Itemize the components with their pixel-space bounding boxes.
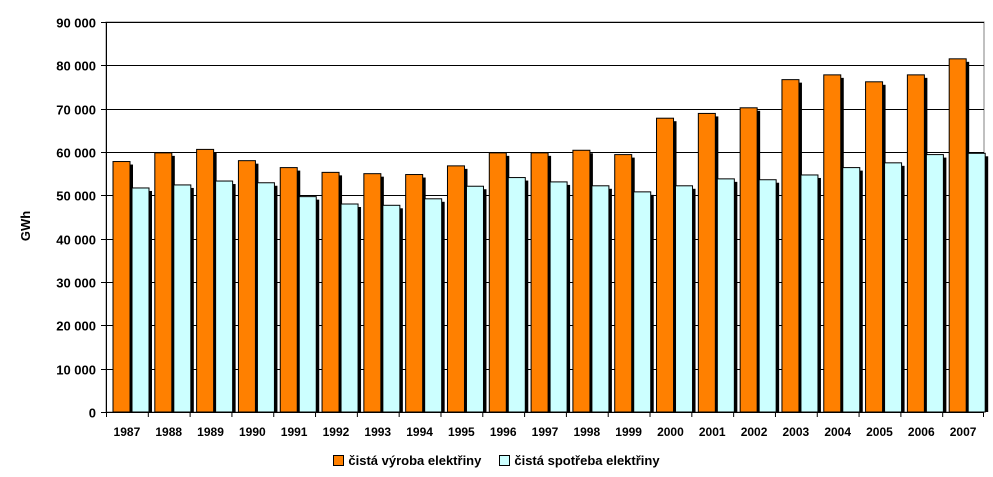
bar-production-2004 [823,74,842,413]
legend-label-consumption: čistá spotřeba elektřiny [514,453,660,468]
bar-production-1997 [530,152,549,413]
legend-item-consumption: čistá spotřeba elektřiny [499,453,660,468]
bar-production-2002 [739,107,758,413]
bar-consumption-1996 [507,177,526,413]
bar-production-2000 [656,117,675,413]
legend-item-production: čistá výroba elektřiny [333,453,481,468]
bar-consumption-1995 [465,185,484,413]
x-tick-label: 1990 [239,425,266,439]
legend-swatch-consumption [499,455,511,466]
bar-production-1987 [112,161,131,413]
y-axis-label: GWh [18,211,33,241]
x-tick-label: 1989 [197,425,224,439]
bar-consumption-1989 [215,180,234,413]
x-tick-label: 1996 [490,425,517,439]
bar-consumption-1994 [424,198,443,413]
x-tick-label: 1992 [323,425,350,439]
x-tick-label: 1991 [281,425,308,439]
bar-production-1993 [363,173,382,413]
bar-production-1990 [237,160,256,413]
bar-consumption-2003 [800,174,819,413]
bar-consumption-2002 [758,179,777,413]
y-tick-label: 60 000 [56,146,96,161]
bar-consumption-2001 [716,178,735,413]
bar-consumption-1999 [633,191,652,413]
bar-production-2005 [865,81,884,413]
bar-production-1998 [572,149,591,413]
x-tick-label: 2003 [783,425,810,439]
legend-label-production: čistá výroba elektřiny [348,453,482,468]
bar-production-1994 [405,174,424,413]
bar-consumption-2007 [967,152,986,413]
y-tick-label: 20 000 [56,319,96,334]
x-tick-label: 2001 [699,425,726,439]
bar-consumption-1990 [256,182,275,413]
x-tick-label: 2007 [950,425,977,439]
x-tick-label: 2005 [866,425,893,439]
bar-consumption-1993 [382,204,401,413]
bar-production-2001 [697,112,716,413]
bar-production-1992 [321,171,340,413]
bar-consumption-1992 [340,203,359,413]
x-tick-label: 1995 [448,425,475,439]
bar-consumption-1991 [298,196,317,413]
x-tick-label: 1998 [573,425,600,439]
x-tick-label: 1988 [155,425,182,439]
x-tick-label: 1997 [532,425,559,439]
x-tick-label: 2000 [657,425,684,439]
y-tick-label: 50 000 [56,189,96,204]
bar-consumption-2000 [675,185,694,413]
bar-consumption-2006 [925,154,944,413]
x-tick-label: 2004 [824,425,851,439]
x-tick-label: 1993 [364,425,391,439]
legend-swatch-production [333,455,345,466]
bars [112,58,989,413]
bar-production-1991 [279,167,298,413]
y-tick-label: 80 000 [56,59,96,74]
bar-consumption-1997 [549,181,568,413]
x-tick-label: 1987 [114,425,141,439]
y-tick-label: 0 [89,406,96,421]
bar-consumption-2005 [884,162,903,413]
x-tick-label: 2002 [741,425,768,439]
legend: čistá výroba elektřiny čistá spotřeba el… [0,453,993,468]
y-tick-label: 90 000 [56,16,96,31]
bar-production-2007 [948,58,967,413]
bar-production-1995 [446,165,465,413]
bar-consumption-1987 [131,187,150,413]
x-tick-label: 2006 [908,425,935,439]
bar-consumption-1988 [173,184,192,413]
bar-consumption-2004 [842,167,861,413]
x-tick-label: 1999 [615,425,642,439]
bar-production-1989 [196,148,215,413]
bar-production-2006 [906,74,925,413]
y-tick-label: 30 000 [56,276,96,291]
y-tick-label: 10 000 [56,363,96,378]
y-axis: 0 10 000 20 000 30 000 40 000 50 000 60 000 70 … [56,16,107,421]
x-tick-label: 1994 [406,425,433,439]
y-tick-label: 70 000 [56,103,96,118]
bar-production-1999 [614,154,633,413]
y-tick-label: 40 000 [56,233,96,248]
bar-production-2003 [781,79,800,413]
bar-production-1988 [154,152,173,413]
bar-production-1996 [488,152,507,413]
bar-consumption-1998 [591,185,610,413]
x-axis: 1987 1988 1989 1990 1991 1992 1993 1994 1995 1996… [106,412,984,439]
